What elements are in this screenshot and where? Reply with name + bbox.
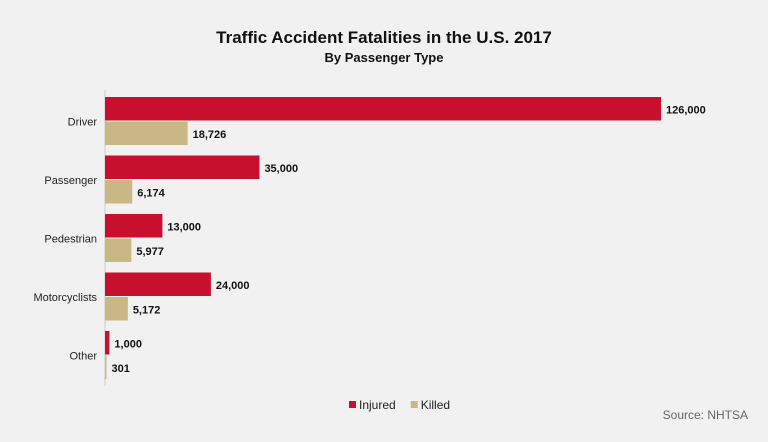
data-label: 24,000 (216, 280, 250, 292)
category-label: Passenger (44, 175, 97, 187)
data-label: 13,000 (167, 221, 201, 233)
bar-killed (105, 297, 128, 321)
bar-injured (105, 331, 110, 355)
legend-label-injured: Injured (359, 398, 396, 412)
data-label: 301 (112, 363, 130, 375)
data-label: 18,726 (193, 129, 227, 141)
bar-injured (105, 272, 211, 296)
bar-killed (105, 355, 107, 379)
data-label: 5,977 (136, 246, 164, 258)
source-note: Source: NHTSA (662, 408, 748, 422)
category-label: Pedestrian (44, 234, 97, 246)
data-label: 5,172 (133, 304, 161, 316)
data-label: 35,000 (264, 163, 298, 175)
chart-subtitle: By Passenger Type (324, 50, 444, 65)
bar-killed (105, 180, 133, 204)
data-label: 1,000 (114, 338, 142, 350)
category-label: Other (69, 351, 97, 363)
bar-injured (105, 155, 260, 179)
data-label: 6,174 (137, 187, 165, 199)
legend-label-killed: Killed (421, 398, 450, 412)
legend-swatch-injured (349, 401, 356, 408)
legend-swatch-killed (410, 401, 418, 408)
data-label: 126,000 (666, 104, 706, 116)
bar-injured (105, 97, 661, 121)
bar-injured (105, 214, 163, 238)
bar-killed (105, 121, 188, 145)
category-label: Driver (68, 117, 98, 129)
bar-killed (105, 238, 132, 262)
category-label: Motorcyclists (33, 292, 97, 304)
chart-title: Traffic Accident Fatalities in the U.S. … (216, 28, 552, 47)
